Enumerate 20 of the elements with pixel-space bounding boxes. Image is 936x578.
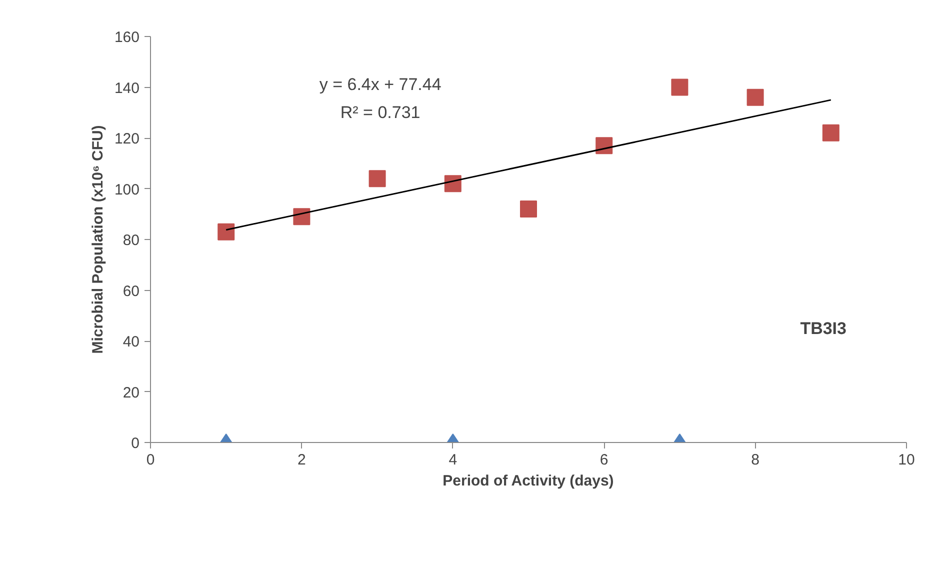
annotation: R² = 0.731 — [340, 103, 420, 122]
y-tick-label: 40 — [122, 334, 140, 350]
x-tick-label: 8 — [751, 452, 760, 468]
y-tick-label: 120 — [114, 130, 140, 148]
y-tick-label: 20 — [122, 384, 140, 402]
x-tick-label: 0 — [146, 452, 155, 468]
x-tick-label: 10 — [898, 452, 915, 468]
x-axis-title: Period of Activity (days) — [442, 472, 614, 490]
y-tick-label: 60 — [122, 282, 140, 300]
y-tick-label: 160 — [114, 29, 140, 46]
y-tick-label: 140 — [114, 80, 140, 97]
y-tick-label: 0 — [131, 435, 140, 452]
x-tick-label: 6 — [600, 452, 608, 468]
y-tick-label: 100 — [114, 181, 140, 198]
y-axis-title: Microbial Population (x10⁶ CFU) — [89, 125, 106, 354]
annotation: TB3I3 — [800, 318, 846, 338]
y-tick-label: 80 — [122, 232, 140, 249]
x-tick-label: 4 — [448, 452, 458, 468]
annotation: y = 6.4x + 77.44 — [319, 75, 442, 94]
x-tick-label: 2 — [298, 452, 306, 468]
